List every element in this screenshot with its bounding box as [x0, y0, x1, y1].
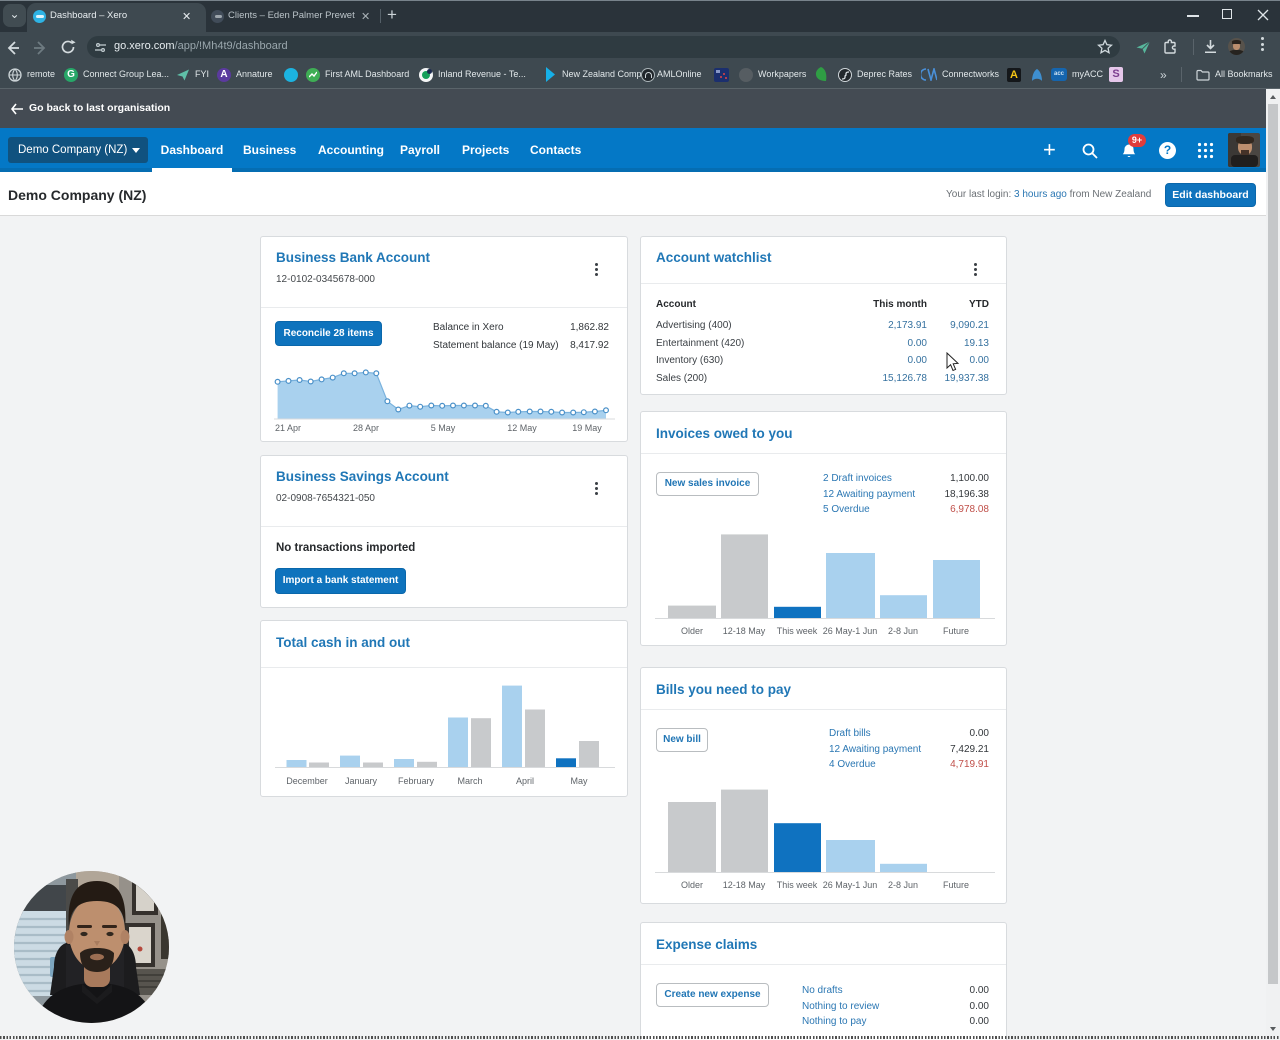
svg-text:Future: Future: [943, 880, 969, 890]
svg-text:February: February: [398, 776, 435, 786]
svg-text:26 May-1 Jun: 26 May-1 Jun: [823, 626, 878, 636]
svg-text:May: May: [570, 776, 588, 786]
svg-text:March: March: [457, 776, 482, 786]
svg-text:December: December: [286, 776, 328, 786]
svg-text:Older: Older: [681, 880, 703, 890]
svg-text:Future: Future: [943, 626, 969, 636]
svg-text:This week: This week: [777, 626, 818, 636]
svg-text:January: January: [345, 776, 378, 786]
svg-text:2-8 Jun: 2-8 Jun: [888, 880, 918, 890]
svg-text:12-18 May: 12-18 May: [723, 626, 766, 636]
svg-text:12 May: 12 May: [507, 423, 537, 433]
svg-text:5 May: 5 May: [431, 423, 456, 433]
svg-text:April: April: [516, 776, 534, 786]
svg-text:21 Apr: 21 Apr: [275, 423, 301, 433]
svg-text:This week: This week: [777, 880, 818, 890]
svg-text:19 May: 19 May: [572, 423, 602, 433]
svg-text:2-8 Jun: 2-8 Jun: [888, 626, 918, 636]
svg-text:12-18 May: 12-18 May: [723, 880, 766, 890]
svg-text:Older: Older: [681, 626, 703, 636]
svg-text:28 Apr: 28 Apr: [353, 423, 379, 433]
svg-text:26 May-1 Jun: 26 May-1 Jun: [823, 880, 878, 890]
